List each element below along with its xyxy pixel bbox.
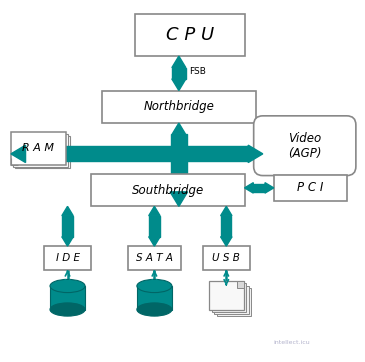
Polygon shape xyxy=(62,216,73,237)
Bar xyxy=(274,175,347,201)
Polygon shape xyxy=(11,145,26,163)
Polygon shape xyxy=(149,206,160,216)
Polygon shape xyxy=(172,68,186,79)
Bar xyxy=(44,246,91,270)
Bar xyxy=(128,246,181,270)
Bar xyxy=(135,14,245,56)
FancyBboxPatch shape xyxy=(254,116,356,176)
Polygon shape xyxy=(171,134,187,192)
Bar xyxy=(203,246,250,270)
Text: P C I: P C I xyxy=(297,181,323,194)
Ellipse shape xyxy=(137,303,172,316)
Polygon shape xyxy=(62,206,73,216)
Polygon shape xyxy=(245,183,253,193)
Text: intellect.icu: intellect.icu xyxy=(274,340,310,345)
PathPatch shape xyxy=(237,281,244,288)
Polygon shape xyxy=(253,184,265,192)
Text: I D E: I D E xyxy=(55,253,80,263)
Text: C P U: C P U xyxy=(166,26,214,44)
Bar xyxy=(137,286,172,310)
Polygon shape xyxy=(221,216,231,237)
Polygon shape xyxy=(172,123,185,134)
Text: Southbridge: Southbridge xyxy=(132,184,204,197)
Text: Video
(AGP): Video (AGP) xyxy=(288,132,322,160)
Text: U S B: U S B xyxy=(212,253,240,263)
Bar xyxy=(212,283,246,312)
Bar xyxy=(15,136,70,168)
Ellipse shape xyxy=(50,303,85,316)
Polygon shape xyxy=(172,56,186,68)
Text: Northbridge: Northbridge xyxy=(143,100,214,113)
Polygon shape xyxy=(220,206,232,216)
Text: R A M: R A M xyxy=(22,143,54,153)
Polygon shape xyxy=(220,237,232,246)
Polygon shape xyxy=(265,183,274,193)
Bar xyxy=(209,281,244,310)
Bar xyxy=(214,286,249,314)
Polygon shape xyxy=(26,146,248,161)
Bar xyxy=(91,174,245,206)
Bar xyxy=(217,288,251,316)
Bar xyxy=(11,132,66,165)
Text: FSB: FSB xyxy=(189,67,206,76)
Bar xyxy=(102,90,256,123)
Bar xyxy=(13,134,68,167)
Polygon shape xyxy=(149,216,160,237)
Text: S A T A: S A T A xyxy=(136,253,173,263)
Bar xyxy=(50,286,85,310)
Ellipse shape xyxy=(137,279,172,292)
Polygon shape xyxy=(149,237,160,246)
Polygon shape xyxy=(170,192,188,206)
Polygon shape xyxy=(62,237,73,246)
Polygon shape xyxy=(248,145,263,163)
Ellipse shape xyxy=(50,279,85,292)
Polygon shape xyxy=(172,79,186,90)
